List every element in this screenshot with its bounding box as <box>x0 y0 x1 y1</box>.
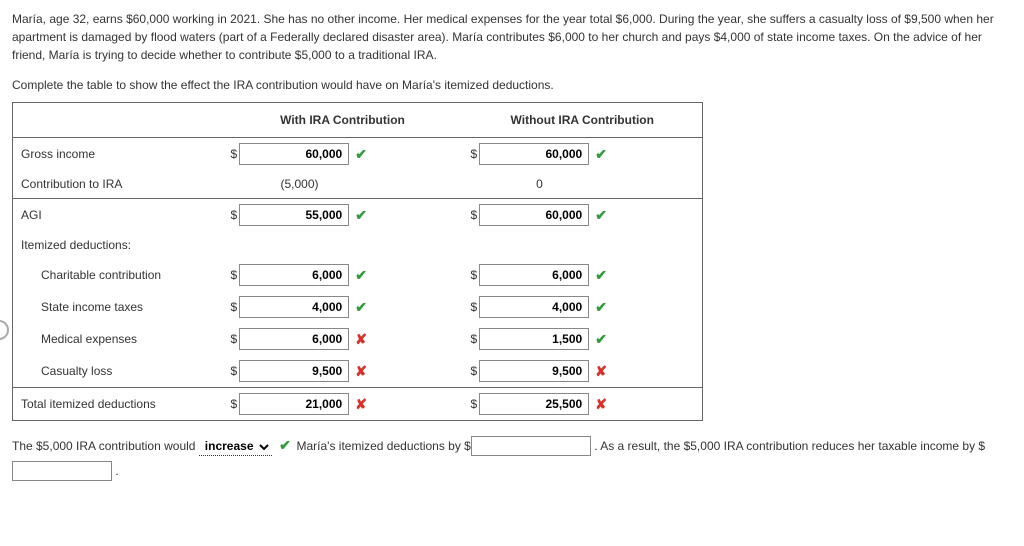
select-direction[interactable]: increase <box>199 438 272 456</box>
row-medical: Medical expenses $ ✘ $ ✔ <box>13 323 703 355</box>
label-total: Total itemized deductions <box>13 388 223 421</box>
input-gross-with[interactable] <box>239 143 349 165</box>
input-gross-without[interactable] <box>479 143 589 165</box>
dollar-sign: $ <box>471 362 478 380</box>
dollar-sign: $ <box>471 145 478 163</box>
text-segment-1: The $5,000 IRA contribution would <box>12 439 199 453</box>
dollar-sign: $ <box>231 266 238 284</box>
input-taxable-reduction[interactable] <box>12 461 112 481</box>
dollar-sign: $ <box>471 266 478 284</box>
check-icon: ✔ <box>355 144 369 165</box>
x-icon: ✘ <box>595 394 609 415</box>
x-icon: ✘ <box>355 394 369 415</box>
check-icon: ✔ <box>279 431 293 459</box>
input-med-without[interactable] <box>479 328 589 350</box>
check-icon: ✔ <box>595 144 609 165</box>
row-ira: Contribution to IRA (5,000) 0 <box>13 170 703 199</box>
text-segment-4: . <box>112 464 119 478</box>
input-state-with[interactable] <box>239 296 349 318</box>
row-gross-income: Gross income $ ✔ $ ✔ <box>13 138 703 171</box>
input-total-without[interactable] <box>479 393 589 415</box>
row-casualty: Casualty loss $ ✘ $ ✘ <box>13 355 703 388</box>
input-cas-without[interactable] <box>479 360 589 382</box>
label-agi: AGI <box>13 199 223 232</box>
input-state-without[interactable] <box>479 296 589 318</box>
check-icon: ✔ <box>355 205 369 226</box>
x-icon: ✘ <box>595 361 609 382</box>
check-icon: ✔ <box>595 329 609 350</box>
check-icon: ✔ <box>355 297 369 318</box>
row-agi: AGI $ ✔ $ ✔ <box>13 199 703 232</box>
deductions-table: With IRA Contribution Without IRA Contri… <box>12 102 703 421</box>
row-state-taxes: State income taxes $ ✔ $ ✔ <box>13 291 703 323</box>
label-charitable: Charitable contribution <box>13 259 223 291</box>
static-ira-with: (5,000) <box>245 175 355 193</box>
input-deduction-change[interactable] <box>471 436 591 456</box>
dollar-sign: $ <box>231 395 238 413</box>
dollar-sign: $ <box>231 145 238 163</box>
label-gross: Gross income <box>13 138 223 171</box>
header-with: With IRA Contribution <box>223 103 463 138</box>
conclusion-sentence: The $5,000 IRA contribution would increa… <box>12 431 1012 483</box>
input-char-with[interactable] <box>239 264 349 286</box>
text-segment-2: María's itemized deductions by $ <box>296 439 470 453</box>
input-total-with[interactable] <box>239 393 349 415</box>
label-medical: Medical expenses <box>13 323 223 355</box>
dollar-sign: $ <box>231 362 238 380</box>
row-charitable: Charitable contribution $ ✔ $ ✔ <box>13 259 703 291</box>
header-without: Without IRA Contribution <box>463 103 703 138</box>
input-char-without[interactable] <box>479 264 589 286</box>
problem-statement: María, age 32, earns $60,000 working in … <box>12 10 1012 64</box>
dollar-sign: $ <box>231 330 238 348</box>
label-casualty: Casualty loss <box>13 355 223 388</box>
input-cas-with[interactable] <box>239 360 349 382</box>
x-icon: ✘ <box>355 361 369 382</box>
row-itemized-header: Itemized deductions: <box>13 231 703 259</box>
input-agi-with[interactable] <box>239 204 349 226</box>
dollar-sign: $ <box>471 330 478 348</box>
problem-paragraph: María, age 32, earns $60,000 working in … <box>12 10 1012 64</box>
header-blank <box>13 103 223 138</box>
check-icon: ✔ <box>595 205 609 226</box>
text-segment-3: . As a result, the $5,000 IRA contributi… <box>594 439 985 453</box>
dollar-sign: $ <box>471 206 478 224</box>
dollar-sign: $ <box>231 206 238 224</box>
input-med-with[interactable] <box>239 328 349 350</box>
dollar-sign: $ <box>471 298 478 316</box>
instruction-text: Complete the table to show the effect th… <box>12 76 1012 94</box>
label-state: State income taxes <box>13 291 223 323</box>
label-itemized: Itemized deductions: <box>13 231 223 259</box>
static-ira-without: 0 <box>485 175 595 193</box>
dollar-sign: $ <box>231 298 238 316</box>
check-icon: ✔ <box>355 265 369 286</box>
dollar-sign: $ <box>471 395 478 413</box>
row-total: Total itemized deductions $ ✘ $ ✘ <box>13 388 703 421</box>
input-agi-without[interactable] <box>479 204 589 226</box>
x-icon: ✘ <box>355 329 369 350</box>
check-icon: ✔ <box>595 297 609 318</box>
check-icon: ✔ <box>595 265 609 286</box>
nav-indicator <box>0 320 9 340</box>
label-ira: Contribution to IRA <box>13 170 223 199</box>
